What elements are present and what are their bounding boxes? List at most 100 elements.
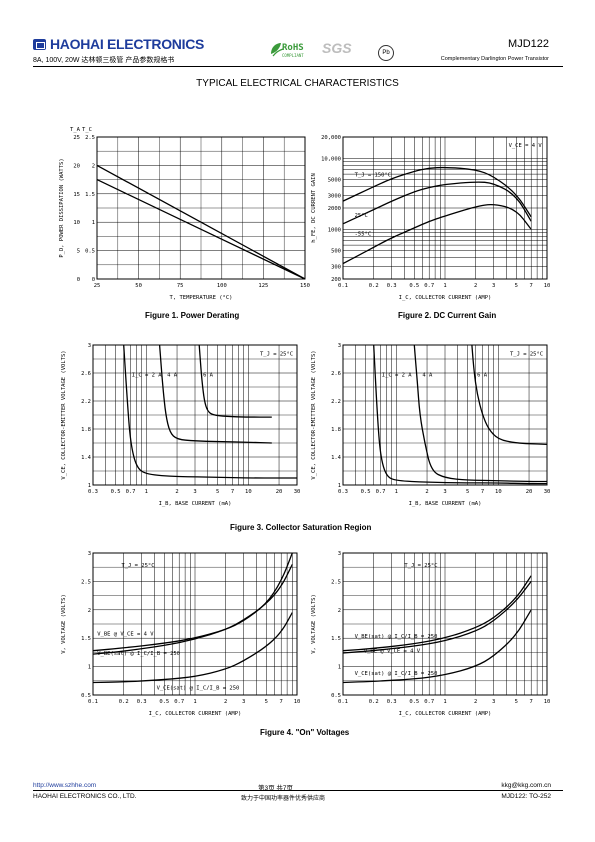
x-tick-label: 2	[425, 489, 428, 495]
figure3-caption: Figure 3. Collector Saturation Region	[230, 523, 372, 532]
y-axis-label: V_CE, COLLECTOR-EMITTER VOLTAGE (VOLTS)	[61, 350, 67, 479]
chart-annotation: 6 A	[203, 373, 214, 379]
x-tick-label: 25	[94, 283, 101, 289]
dc-current-gain-chart: 0.1 0.2 0.3 0.5 0.7 1 2 3 5 7 10 200 300 500 1000 2000 3…	[311, 135, 551, 301]
x-tick-label: 0.7	[424, 699, 434, 705]
doc-subtitle: 8A, 100V, 20W 达林顿三极管 产品参数规格书	[33, 57, 175, 64]
y-tick-label: 300	[331, 264, 341, 270]
footer-company: HAOHAI ELECTRONICS CO., LTD.	[33, 793, 137, 800]
y-tick-label: 2.5	[81, 579, 91, 585]
plot-frame	[342, 552, 548, 696]
x-tick-label: 1	[193, 699, 196, 705]
series-line	[92, 612, 293, 684]
y-tick-label: 1000	[328, 227, 341, 233]
y-tick-label: 1.5	[85, 192, 95, 198]
footer-slogan: 致力于中国功率器件优秀供应商	[241, 796, 326, 802]
chart-annotation: T_J = 25°C	[404, 563, 437, 569]
y-tick-label: 1	[88, 483, 91, 489]
x-tick-label: 10	[294, 699, 301, 705]
power-derating-chart: 25 50 75 100 125 150 0 0.5 1 1.5 2 2.5 0 5 10 15 20 25 T_A…	[59, 127, 310, 301]
chart-annotation: -55°C	[355, 231, 372, 237]
header-divider	[33, 66, 563, 67]
chart-annotation: V_BE @ V_CE = 4 V	[97, 631, 154, 637]
y-tick-label: 10,000	[321, 156, 341, 162]
x-tick-label: 0.2	[369, 283, 379, 289]
x-tick-label: 0.1	[88, 699, 98, 705]
x-tick-label: 20	[276, 489, 283, 495]
x-tick-label: 0.5	[159, 699, 169, 705]
x-tick-label: 1	[145, 489, 148, 495]
x-tick-label: 7	[481, 489, 484, 495]
x-axis-label: T, TEMPERATURE (°C)	[170, 295, 233, 301]
y-tick-label: 3	[88, 343, 91, 349]
y-tick-label: 0.5	[81, 693, 91, 699]
y-tick-label: 0.5	[331, 693, 341, 699]
y-tick-label: 1.8	[331, 427, 341, 433]
x-tick-label: 50	[135, 283, 142, 289]
chart-annotation: V_CE(sat) @ I_C/I_B = 250	[355, 671, 438, 677]
x-tick-label: 3	[492, 699, 495, 705]
series-line	[413, 344, 547, 483]
x-tick-label: 7	[231, 489, 234, 495]
sgs-logo: SGS	[322, 40, 352, 56]
chart-annotation: V_CE(sat) @ I_C/I_B = 250	[157, 685, 240, 691]
y-tick-label: 5000	[328, 178, 341, 184]
series-line	[342, 181, 532, 225]
chart-annotation: V_CE = 4 V	[509, 143, 543, 149]
series-line	[96, 164, 306, 280]
y-tick-label: 1	[338, 483, 341, 489]
y-tick-label: 500	[331, 249, 341, 255]
x-tick-label: 10	[544, 283, 551, 289]
footer-url[interactable]: http://www.szhhe.com	[33, 782, 97, 789]
x-tick-label: 0.3	[88, 489, 98, 495]
y-axis-ta-label: T_A	[70, 127, 81, 133]
chart-annotation: T_J = 150°C	[355, 172, 391, 178]
y-tick-label-right: 15	[73, 192, 80, 198]
footer-part: MJD122: TO-252	[501, 793, 551, 800]
series-line	[342, 609, 532, 684]
x-tick-label: 5	[265, 699, 268, 705]
chart-annotation: 4 A	[167, 373, 178, 379]
y-axis-tc-label: T_C	[82, 127, 92, 133]
x-tick-label: 0.2	[369, 699, 379, 705]
y-tick-label-right: 25	[73, 135, 80, 141]
y-tick-label: 2.5	[331, 579, 341, 585]
x-tick-label: 1	[395, 489, 398, 495]
x-axis-label: I_C, COLLECTOR CURRENT (AMP)	[149, 711, 242, 717]
rohs-logo: RoHS COMPLIANT	[268, 40, 310, 62]
x-tick-label: 2	[474, 699, 477, 705]
y-tick-label: 0.5	[85, 249, 95, 255]
footer-email[interactable]: kkg@kkg.com.cn	[501, 782, 551, 789]
x-tick-label: 3	[193, 489, 196, 495]
on-voltages-left-chart: 0.1 0.2 0.3 0.5 0.7 1 2 3 5 7 100.511.522.53I_C, C…	[61, 551, 301, 717]
x-tick-label: 5	[466, 489, 469, 495]
chart-annotation: V_BE(sat) @ I_C/I_B = 250	[355, 634, 438, 640]
x-tick-label: 0.7	[174, 699, 184, 705]
chart-annotation: I_C = 2 A	[132, 373, 162, 379]
saturation-region-right-chart: 0.3 0.5 0.7 1 2 3 5 7 10 20 30 1 1.4 1.8 2.2 2.6 3 I_B, B…	[311, 343, 550, 507]
series-line	[342, 204, 532, 265]
x-axis-label: I_B, BASE CURRENT (mA)	[159, 501, 232, 507]
y-axis-label: V_CE, COLLECTOR-EMITTER VOLTAGE (VOLTS)	[311, 350, 317, 479]
y-tick-label: 0	[92, 277, 95, 283]
saturation-region-left-chart: 0.3 0.5 0.7 1 2 3 5 7 10 20 30 1 1.4 1.8 2.2 2.6 3 I_B, B…	[61, 343, 300, 507]
x-tick-label: 0.3	[137, 699, 147, 705]
x-tick-label: 0.3	[387, 699, 397, 705]
chart-annotation: I_C = 2 A	[382, 373, 412, 379]
series-line	[92, 564, 293, 655]
y-tick-label: 2	[92, 163, 95, 169]
x-tick-label: 7	[530, 699, 533, 705]
y-tick-label: 2000	[328, 206, 341, 212]
figure1-caption: Figure 1. Power Derating	[145, 311, 240, 320]
y-tick-label: 1	[88, 665, 91, 671]
y-tick-label: 2.6	[81, 371, 91, 377]
chart-annotation: T_J = 25°C	[260, 352, 293, 358]
x-tick-label: 10	[495, 489, 502, 495]
y-tick-label: 1	[92, 220, 95, 226]
x-axis-label: I_C, COLLECTOR CURRENT (AMP)	[399, 711, 492, 717]
x-tick-label: 1	[443, 283, 446, 289]
x-tick-label: 150	[300, 283, 310, 289]
series-line	[373, 344, 547, 485]
on-voltages-right-chart: 0.1 0.2 0.3 0.5 0.7 1 2 3 5 7 100.511.522.53I_C, C…	[311, 551, 550, 717]
series-line	[123, 344, 297, 479]
